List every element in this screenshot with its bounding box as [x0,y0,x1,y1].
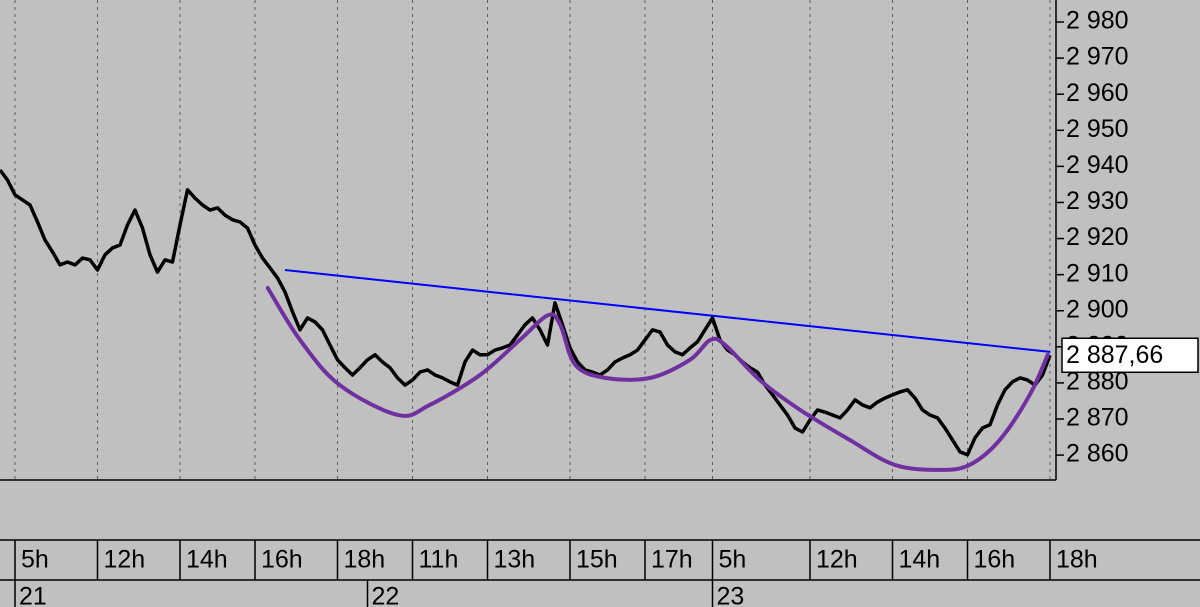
x-tick-label: 5h [719,546,747,574]
y-tick-label: 2 860 [1066,440,1129,468]
day-label: 22 [372,583,400,607]
x-tick-label: 17h [651,546,693,574]
y-tick-label: 2 980 [1066,7,1129,35]
day-label: 23 [717,583,745,607]
y-tick-label: 2 910 [1066,259,1129,287]
x-tick-label: 18h [344,546,386,574]
x-tick-label: 13h [494,546,536,574]
x-tick-label: 15h [576,546,618,574]
x-tick-label: 14h [186,546,228,574]
y-tick-label: 2 940 [1066,151,1129,179]
x-tick-label: 16h [974,546,1016,574]
x-tick-label: 11h [419,546,459,574]
trend-line [284,268,1051,353]
current-price-label: 2 887,66 [1066,341,1163,369]
y-tick-label: 2 930 [1066,187,1129,215]
y-tick-label: 2 970 [1066,43,1129,71]
price-line [0,168,1052,457]
current-price-box [1061,337,1199,374]
y-tick-label: 2 950 [1066,115,1129,143]
x-tick-label: 18h [1056,546,1098,574]
y-tick-label: 2 920 [1066,223,1129,251]
y-tick-label: 2 960 [1066,79,1129,107]
y-tick-label: 2 870 [1066,404,1129,432]
x-tick-label: 16h [261,546,303,574]
x-tick-label: 14h [899,546,941,574]
pattern-curve [265,286,1050,472]
x-tick-label: 5h [21,546,49,574]
day-label: 21 [19,583,47,607]
y-tick-label: 2 900 [1066,295,1129,323]
x-tick-label: 12h [104,546,146,574]
x-tick-label: 12h [816,546,858,574]
